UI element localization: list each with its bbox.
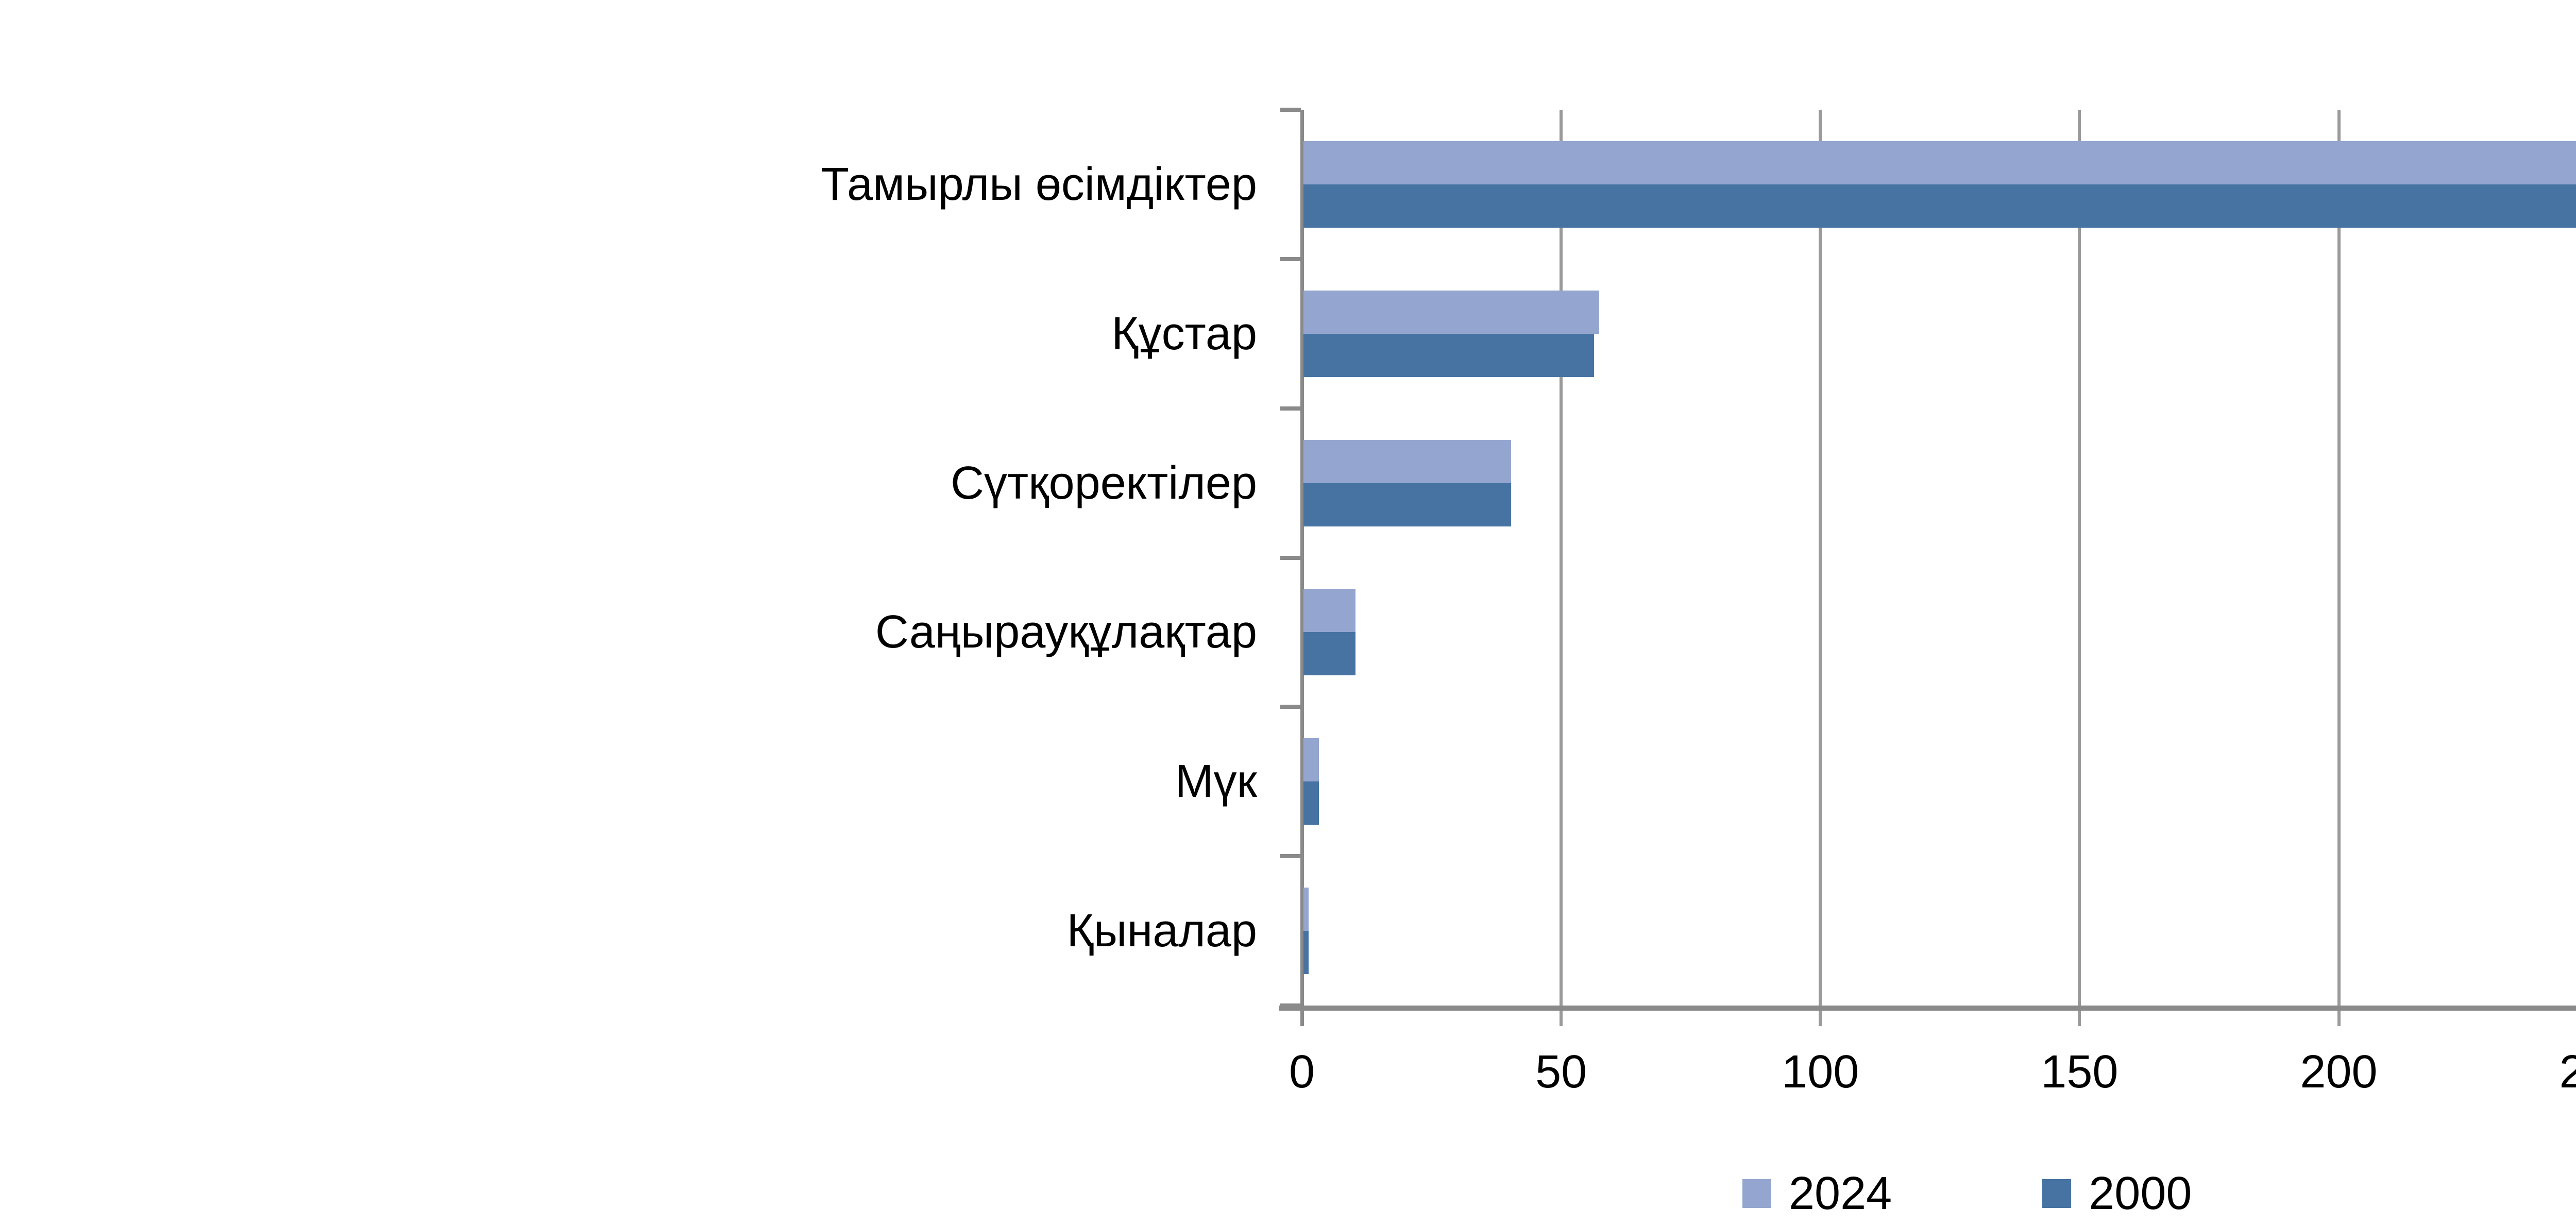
bar-2000-2 bbox=[1303, 483, 1511, 526]
chart-legend: 2024 2000 bbox=[1742, 1165, 2192, 1222]
category-label: Тамырлы өсімдіктер bbox=[821, 158, 1257, 210]
x-tick-label: 250 bbox=[2559, 1046, 2576, 1098]
y-axis-tick bbox=[1280, 406, 1301, 411]
x-axis-tick bbox=[2078, 1011, 2081, 1026]
x-axis-tick bbox=[2337, 1011, 2341, 1026]
x-tick-label: 0 bbox=[1289, 1046, 1315, 1098]
bar-2024-4 bbox=[1303, 738, 1319, 782]
gridline bbox=[1560, 110, 1563, 1006]
bar-2024-1 bbox=[1303, 290, 1599, 334]
legend-label: 2000 bbox=[2089, 1167, 2192, 1219]
x-tick-label: 200 bbox=[2300, 1046, 2378, 1098]
bar-2024-2 bbox=[1303, 439, 1511, 483]
gridline bbox=[1819, 110, 1822, 1006]
category-label: Мүк bbox=[1175, 756, 1257, 808]
x-axis-line bbox=[1279, 1006, 2576, 1011]
y-axis-tick bbox=[1280, 108, 1301, 112]
y-axis-line bbox=[1300, 110, 1304, 1026]
y-axis-tick bbox=[1280, 555, 1301, 560]
legend-swatch-2024 bbox=[1742, 1179, 1771, 1208]
category-label: Саңырауқұлақтар bbox=[875, 606, 1257, 658]
bar-2024-0 bbox=[1303, 141, 2576, 184]
gridline bbox=[2337, 110, 2341, 1006]
bar-2000-3 bbox=[1303, 632, 1355, 676]
bar-2000-0 bbox=[1303, 184, 2576, 228]
gridline bbox=[2078, 110, 2081, 1006]
bar-2024-3 bbox=[1303, 589, 1355, 633]
bar-2024-5 bbox=[1303, 888, 1309, 931]
x-tick-label: 150 bbox=[2041, 1046, 2119, 1098]
legend-swatch-2000 bbox=[2042, 1179, 2072, 1208]
y-axis-tick bbox=[1280, 705, 1301, 709]
bar-2000-5 bbox=[1303, 931, 1309, 975]
category-label: Құстар bbox=[1111, 308, 1257, 360]
x-tick-label: 100 bbox=[1782, 1046, 1859, 1098]
x-tick-label: 50 bbox=[1535, 1046, 1587, 1098]
y-axis-tick bbox=[1280, 257, 1301, 261]
x-axis-tick bbox=[1819, 1011, 1822, 1026]
bar-2000-1 bbox=[1303, 333, 1594, 377]
y-axis-tick bbox=[1280, 854, 1301, 859]
x-axis-tick bbox=[1560, 1011, 1563, 1026]
legend-item-2024: 2024 bbox=[1742, 1167, 1892, 1220]
legend-label: 2024 bbox=[1789, 1167, 1892, 1219]
legend-item-2000: 2000 bbox=[2042, 1167, 2192, 1220]
category-label: Қыналар bbox=[1066, 905, 1258, 957]
category-label: Сүтқоректілер bbox=[951, 457, 1257, 509]
bar-2000-4 bbox=[1303, 781, 1319, 825]
